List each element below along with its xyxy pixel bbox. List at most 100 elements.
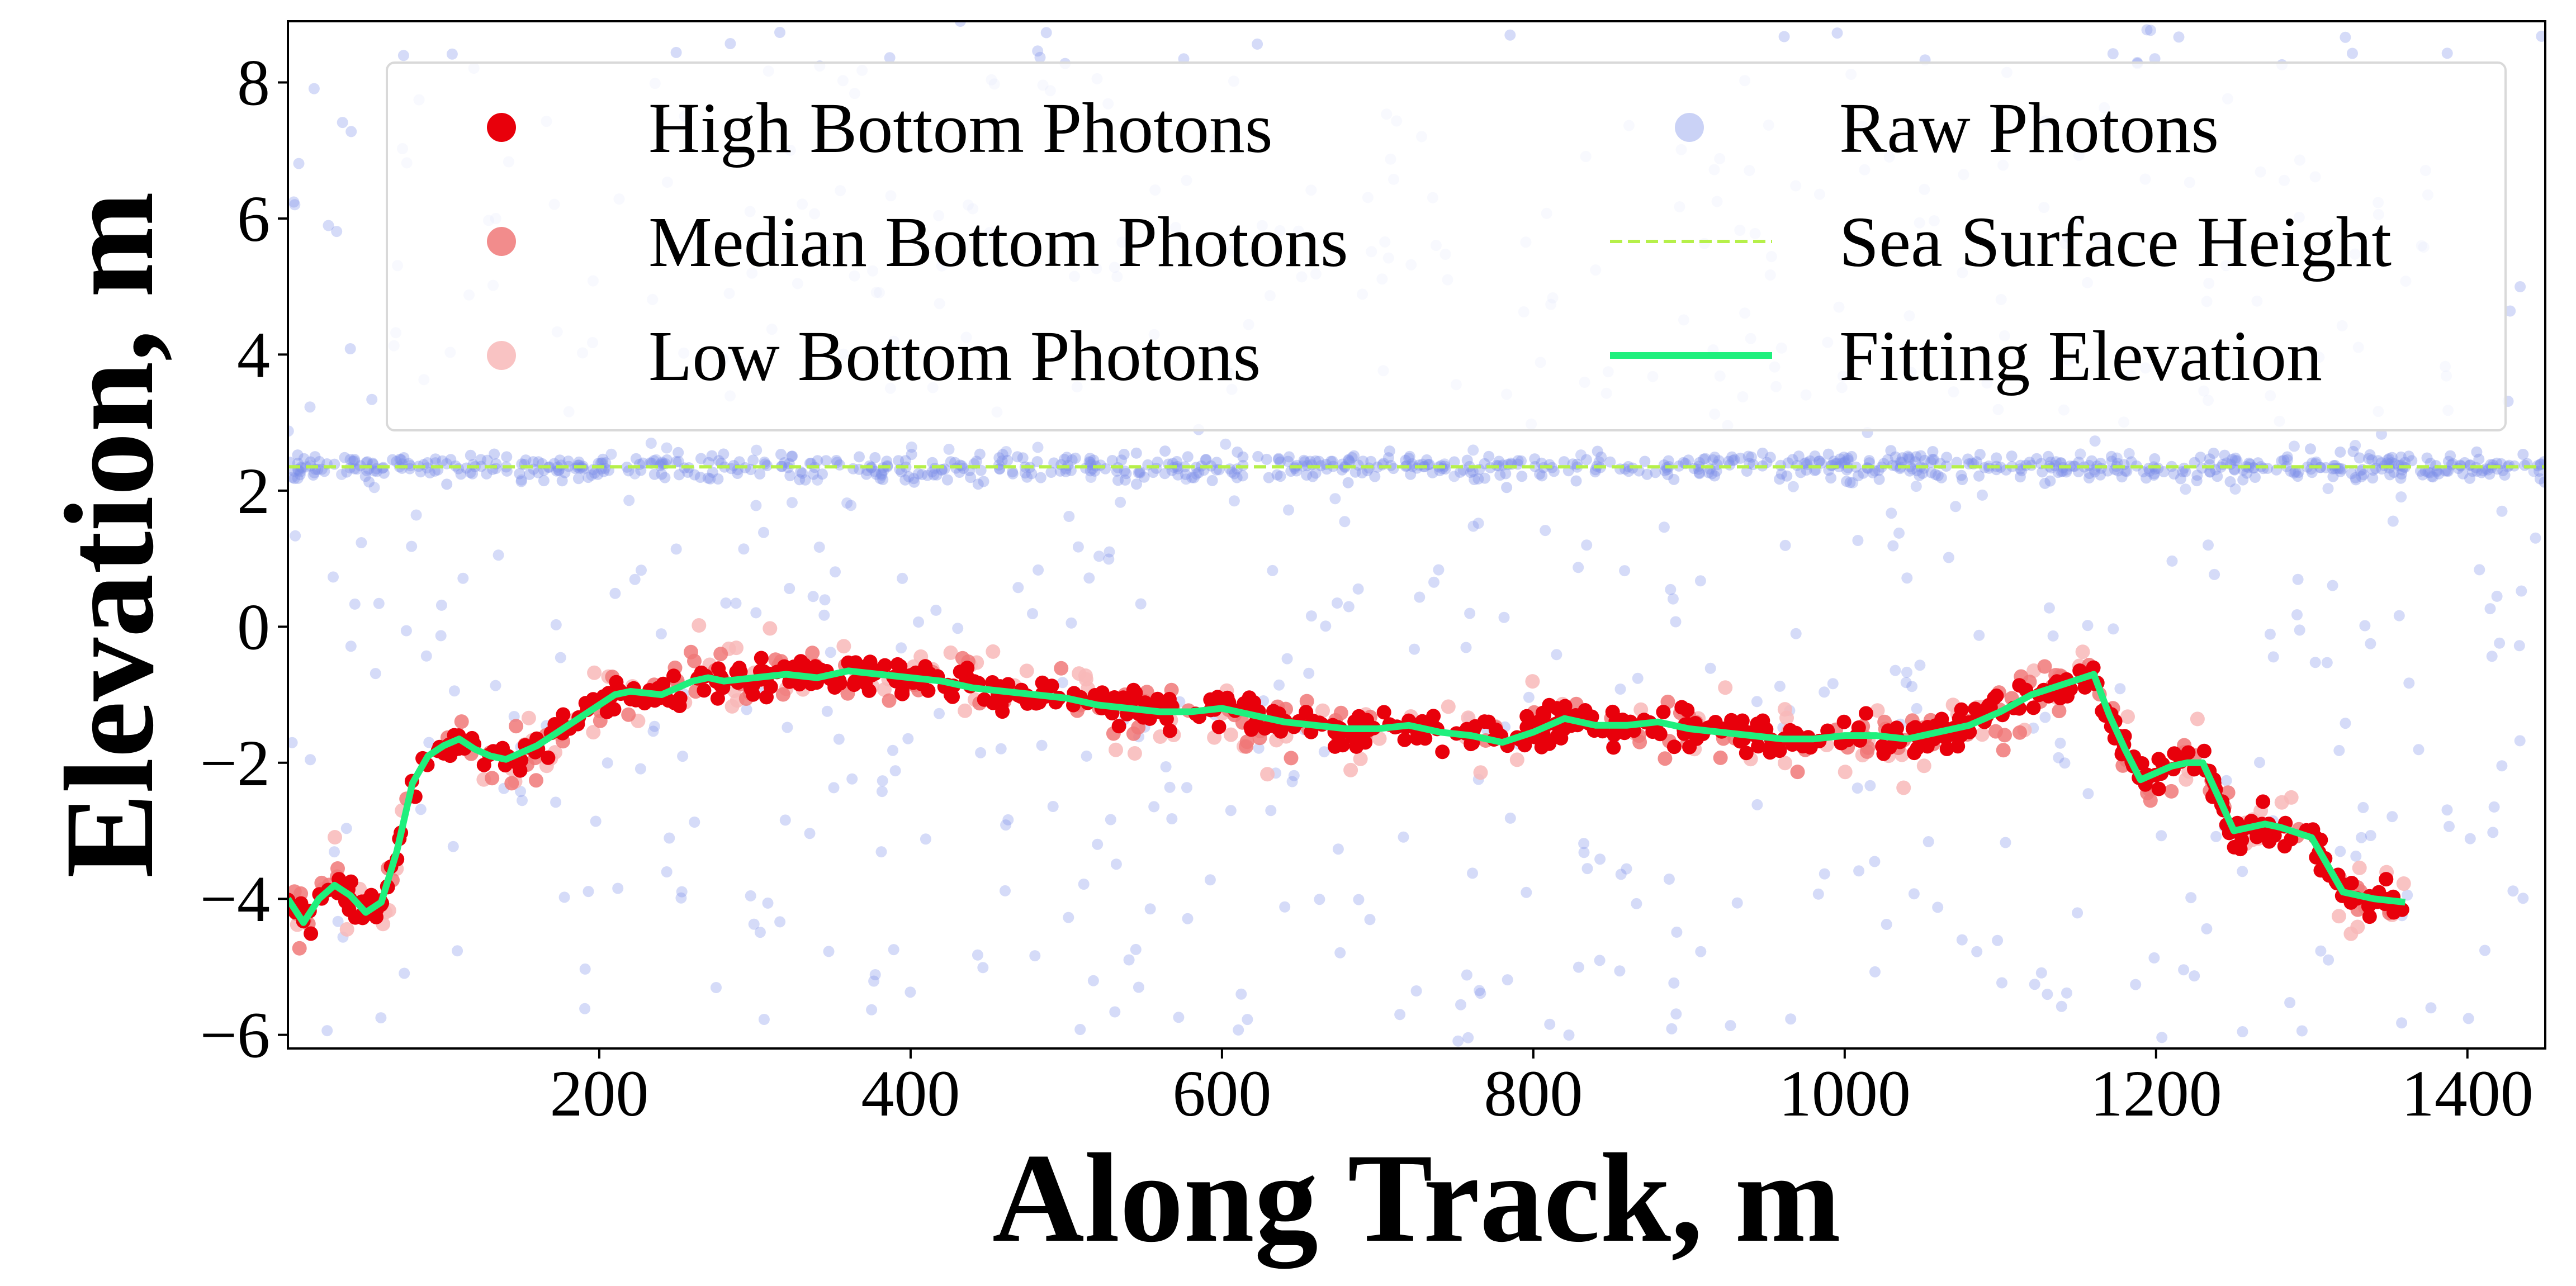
raw-photon-point xyxy=(782,722,793,733)
high-bottom-photon-point xyxy=(1724,713,1739,728)
raw-photon-point xyxy=(1852,535,1864,546)
raw-photon-point xyxy=(1906,681,1918,692)
raw-photon-point xyxy=(288,472,298,483)
raw-photon-point xyxy=(309,467,320,478)
raw-photon-point xyxy=(2061,466,2072,478)
raw-photon-point xyxy=(2056,466,2067,477)
raw-photon-point xyxy=(1881,919,1892,930)
raw-photon-point xyxy=(1957,474,1968,485)
raw-photon-point xyxy=(2395,451,2407,463)
raw-photon-point xyxy=(1581,863,1593,875)
raw-photon-point xyxy=(825,647,836,658)
legend-marker-low xyxy=(487,341,516,370)
raw-photon-point xyxy=(1465,467,1476,478)
raw-photon-point xyxy=(1839,456,1851,468)
raw-photon-point xyxy=(2237,866,2248,877)
raw-photon-point xyxy=(370,668,381,680)
high-bottom-photon-point xyxy=(1795,739,1810,754)
raw-photon-point xyxy=(605,448,617,460)
raw-photon-point xyxy=(1813,455,1825,467)
raw-photon-point xyxy=(1353,894,1365,905)
raw-photon-point xyxy=(647,725,659,737)
raw-photon-point xyxy=(2031,453,2043,464)
raw-photon-point xyxy=(808,468,820,480)
raw-photon-point xyxy=(455,468,467,480)
low-bottom-photon-point xyxy=(763,621,778,636)
high-bottom-photon-point xyxy=(1934,711,1949,727)
raw-photon-point xyxy=(1040,27,1052,39)
raw-photon-point xyxy=(1813,455,1825,467)
raw-photon-point xyxy=(1460,642,1472,653)
raw-photon-point xyxy=(720,597,732,609)
raw-photon-point xyxy=(1035,472,1046,483)
raw-photon-point xyxy=(1084,453,1096,464)
raw-photon-point xyxy=(1031,456,1043,467)
raw-photon-point xyxy=(1172,469,1184,481)
raw-photon-point xyxy=(368,482,380,493)
high-bottom-photon-point xyxy=(513,763,528,778)
raw-photon-point xyxy=(1723,455,1735,467)
raw-photon-point xyxy=(2433,468,2445,480)
raw-photon-point xyxy=(1573,562,1584,573)
raw-photon-point xyxy=(2422,466,2434,478)
raw-photon-point xyxy=(823,946,835,957)
raw-photon-point xyxy=(2350,440,2361,451)
raw-photon-point xyxy=(1349,466,1361,478)
raw-photon-point xyxy=(1671,926,1683,938)
high-bottom-photon-point xyxy=(1836,714,1852,729)
raw-photon-point xyxy=(972,478,984,490)
raw-photon-point xyxy=(1793,450,1805,462)
raw-photon-point xyxy=(1494,469,1506,481)
raw-photon-point xyxy=(394,453,406,465)
raw-photon-point xyxy=(782,462,794,473)
raw-photon-point xyxy=(1318,746,1330,758)
raw-photon-point xyxy=(965,472,977,483)
raw-photon-point xyxy=(2403,450,2414,462)
legend-item-median: Median Bottom Photons xyxy=(487,202,1348,282)
raw-photon-point xyxy=(1032,45,1044,57)
raw-photon-point xyxy=(2504,305,2516,317)
raw-photon-point xyxy=(673,447,684,458)
raw-photon-point xyxy=(2356,832,2367,843)
raw-photon-point xyxy=(2178,964,2190,976)
raw-photon-point xyxy=(1297,460,1308,472)
low-bottom-photon-point xyxy=(2190,711,2205,727)
raw-photon-point xyxy=(586,469,598,481)
raw-photon-point xyxy=(1369,471,1381,482)
raw-photon-point xyxy=(1578,847,1590,858)
raw-photon-point xyxy=(2224,476,2236,487)
high-bottom-photon-point xyxy=(607,702,622,716)
low-bottom-photon-point xyxy=(1127,746,1142,761)
raw-photon-point xyxy=(2121,466,2133,477)
raw-photon-point xyxy=(941,474,953,486)
high-bottom-photon-point xyxy=(1426,709,1441,724)
raw-photon-point xyxy=(1344,456,1356,468)
raw-photon-point xyxy=(2006,450,2018,462)
raw-photon-point xyxy=(344,454,356,466)
raw-photon-point xyxy=(1112,474,1124,486)
high-bottom-photon-point xyxy=(1708,715,1723,729)
raw-photon-point xyxy=(758,1014,770,1025)
raw-photon-point xyxy=(1812,888,1824,900)
raw-photon-point xyxy=(2386,452,2398,463)
raw-photon-point xyxy=(1148,801,1160,813)
raw-photon-point xyxy=(1632,672,1644,684)
median-bottom-photon-point xyxy=(330,861,345,876)
high-bottom-photon-point xyxy=(1905,722,1920,736)
raw-photon-point xyxy=(786,497,798,509)
raw-photon-point xyxy=(2327,463,2338,474)
raw-photon-point xyxy=(1357,455,1369,467)
raw-photon-point xyxy=(2396,468,2407,480)
raw-photon-point xyxy=(341,466,353,478)
raw-photon-point xyxy=(2384,469,2396,481)
raw-photon-point xyxy=(1087,975,1099,986)
raw-photon-point xyxy=(2072,907,2083,919)
raw-photon-point xyxy=(1237,470,1248,482)
raw-photon-point xyxy=(1927,446,1939,457)
raw-photon-point xyxy=(1027,608,1038,619)
raw-photon-point xyxy=(2281,454,2293,466)
raw-photon-point xyxy=(868,975,880,987)
raw-photon-point xyxy=(1104,546,1115,558)
raw-photon-point xyxy=(1467,867,1478,879)
raw-photon-point xyxy=(1882,454,1893,466)
